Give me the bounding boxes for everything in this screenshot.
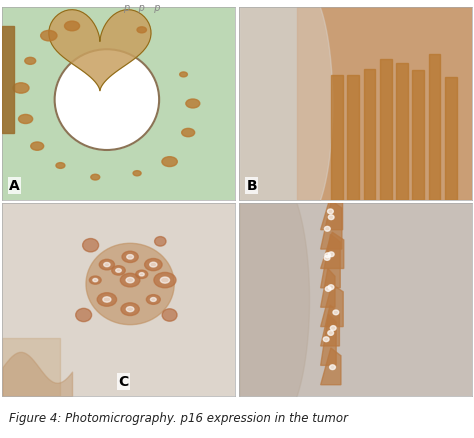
Ellipse shape	[121, 303, 139, 315]
Ellipse shape	[93, 279, 98, 282]
Ellipse shape	[64, 21, 80, 31]
Bar	[2, 338, 60, 396]
Ellipse shape	[136, 270, 148, 279]
Ellipse shape	[328, 252, 334, 257]
Polygon shape	[320, 268, 335, 307]
Polygon shape	[445, 78, 456, 201]
Ellipse shape	[31, 142, 44, 150]
Bar	[298, 7, 472, 201]
Ellipse shape	[122, 251, 138, 262]
Ellipse shape	[103, 297, 111, 302]
Text: p   p   p: p p p	[123, 3, 161, 13]
Ellipse shape	[180, 72, 187, 77]
Ellipse shape	[90, 276, 101, 284]
Ellipse shape	[324, 255, 330, 260]
Ellipse shape	[139, 272, 144, 276]
Ellipse shape	[127, 254, 134, 259]
Polygon shape	[428, 54, 440, 201]
Ellipse shape	[41, 30, 57, 41]
Ellipse shape	[323, 337, 329, 342]
Ellipse shape	[120, 273, 140, 287]
Polygon shape	[412, 70, 424, 201]
Ellipse shape	[150, 262, 157, 267]
Ellipse shape	[182, 128, 195, 137]
Text: B: B	[246, 179, 257, 193]
Ellipse shape	[333, 310, 339, 315]
Polygon shape	[320, 314, 336, 365]
Ellipse shape	[116, 268, 121, 272]
Ellipse shape	[104, 262, 110, 267]
Ellipse shape	[56, 162, 65, 168]
Bar	[2, 26, 14, 133]
Ellipse shape	[145, 258, 162, 271]
Ellipse shape	[126, 277, 134, 283]
Ellipse shape	[329, 365, 336, 370]
Polygon shape	[320, 193, 343, 230]
Polygon shape	[320, 348, 341, 385]
Ellipse shape	[99, 259, 115, 270]
Ellipse shape	[328, 331, 334, 336]
Ellipse shape	[160, 277, 170, 283]
Ellipse shape	[86, 243, 174, 325]
Text: A: A	[9, 179, 20, 193]
Ellipse shape	[13, 83, 29, 93]
Ellipse shape	[324, 226, 330, 231]
Ellipse shape	[76, 308, 91, 321]
Ellipse shape	[162, 309, 177, 321]
Ellipse shape	[186, 99, 200, 108]
Text: Figure 4: Photomicrography. p16 expression in the tumor: Figure 4: Photomicrography. p16 expressi…	[9, 412, 348, 425]
Ellipse shape	[162, 157, 177, 166]
Polygon shape	[320, 201, 342, 249]
Text: C: C	[118, 374, 129, 389]
Ellipse shape	[150, 297, 156, 301]
Bar	[239, 7, 298, 201]
Polygon shape	[380, 59, 392, 201]
Ellipse shape	[91, 174, 100, 180]
Ellipse shape	[126, 307, 134, 312]
Ellipse shape	[146, 295, 160, 304]
Polygon shape	[320, 234, 340, 288]
Ellipse shape	[112, 266, 125, 275]
Ellipse shape	[82, 239, 99, 252]
Ellipse shape	[18, 114, 33, 124]
Ellipse shape	[155, 237, 166, 246]
Ellipse shape	[328, 285, 334, 290]
Ellipse shape	[133, 171, 141, 176]
Ellipse shape	[55, 49, 159, 150]
Polygon shape	[320, 305, 339, 346]
Ellipse shape	[330, 325, 336, 331]
Polygon shape	[49, 10, 151, 91]
Ellipse shape	[25, 57, 36, 64]
Ellipse shape	[154, 272, 176, 288]
Ellipse shape	[328, 215, 334, 219]
Polygon shape	[331, 75, 343, 201]
Polygon shape	[320, 284, 343, 327]
Ellipse shape	[137, 27, 146, 33]
Ellipse shape	[325, 253, 330, 258]
Ellipse shape	[325, 286, 331, 291]
Polygon shape	[396, 63, 408, 201]
Polygon shape	[364, 69, 375, 201]
Ellipse shape	[328, 209, 333, 214]
Polygon shape	[320, 232, 344, 268]
Polygon shape	[347, 75, 359, 201]
Ellipse shape	[97, 293, 117, 306]
